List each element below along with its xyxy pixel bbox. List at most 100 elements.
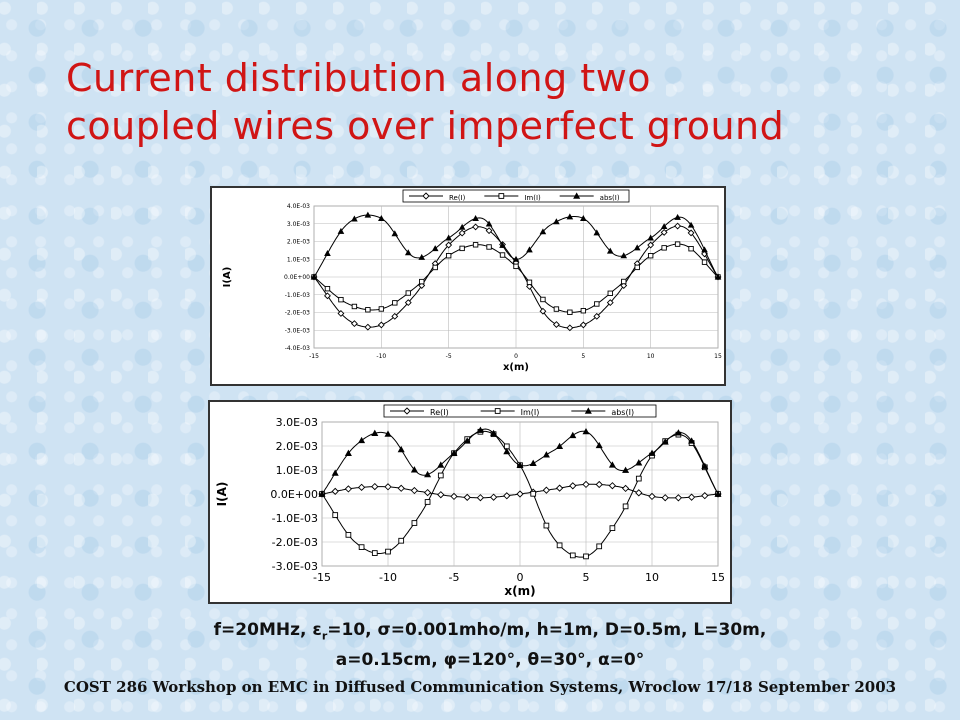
parameters-line-1: f=20MHz, εr=10, σ=0.001mho/m, h=1m, D=0.… [120, 618, 860, 648]
y-tick-label: -2.0E-03 [272, 536, 318, 549]
params-sub: r [321, 629, 328, 643]
data-point [526, 279, 533, 286]
data-point [596, 543, 603, 550]
data-point [620, 252, 628, 259]
data-point [553, 218, 560, 225]
legend: Re(I) Im(I) abs(I) [402, 189, 630, 203]
legend-label: Re(I) [449, 194, 466, 202]
data-point [350, 320, 358, 328]
data-point [633, 244, 641, 251]
data-point [445, 241, 453, 249]
parameters-line-2: a=0.15cm, φ=120°, θ=30°, α=0° [335, 650, 645, 671]
data-point [516, 461, 524, 468]
data-point [419, 278, 425, 285]
data-point [364, 211, 372, 218]
data-point [445, 234, 452, 241]
data-point [378, 306, 385, 312]
parameters-caption: f=20MHz, εr=10, σ=0.001mho/m, h=1m, D=0.… [120, 618, 860, 672]
data-point [450, 449, 458, 456]
data-point [397, 445, 405, 453]
data-point [606, 247, 614, 254]
x-axis-label: x(m) [504, 584, 535, 598]
data-point [424, 499, 431, 505]
data-point [635, 459, 643, 466]
data-point [529, 459, 537, 466]
data-point [714, 490, 722, 497]
data-point [358, 544, 365, 550]
legend: Re(I) Im(I) abs(I) [383, 404, 657, 418]
legend-label: Im(I) [524, 194, 541, 202]
data-point [661, 494, 669, 502]
title-line-1: Current distribution along two [66, 56, 652, 100]
data-point [634, 264, 640, 271]
legend-label: abs(I) [600, 194, 620, 202]
data-point [489, 493, 498, 501]
legend-label: abs(I) [611, 408, 634, 417]
legend-label: Re(I) [430, 408, 449, 417]
data-point [410, 466, 418, 473]
data-point [688, 246, 694, 252]
legend-marker [573, 192, 581, 199]
data-point [459, 245, 465, 252]
data-point [472, 215, 479, 222]
data-point [472, 223, 480, 231]
data-point [569, 431, 577, 439]
data-point [609, 525, 616, 531]
x-tick-label: 15 [711, 571, 725, 584]
data-point [324, 292, 331, 300]
footer-text: COST 286 Workshop on EMC in Diffused Com… [63, 678, 897, 696]
data-point [621, 278, 627, 285]
data-point [351, 215, 358, 222]
data-point [580, 308, 587, 314]
params-text-a: f=20MHz, ε [213, 620, 322, 640]
data-point [542, 451, 550, 458]
data-point [338, 296, 344, 303]
data-point [661, 245, 667, 251]
data-point [503, 492, 511, 500]
data-point [606, 299, 614, 307]
data-point [647, 234, 654, 241]
series-markers-Im(I) [311, 241, 721, 315]
data-point [476, 494, 485, 502]
data-point [647, 253, 654, 259]
data-point [384, 483, 392, 491]
series-markers-Re(I) [318, 480, 722, 502]
legend-marker [498, 193, 505, 199]
data-point [608, 461, 616, 468]
x-tick-label: 0 [517, 571, 524, 584]
data-point [503, 447, 511, 455]
y-axis-label: I(A) [215, 482, 229, 507]
data-point [552, 321, 560, 328]
data-point [635, 489, 643, 497]
x-tick-label: 10 [647, 353, 655, 360]
y-tick-label: -3.0E-03 [272, 560, 318, 573]
data-point [490, 429, 498, 437]
x-tick-label: 0 [514, 353, 518, 360]
data-point [714, 273, 722, 280]
legend-marker [584, 407, 592, 414]
data-point [405, 290, 411, 296]
y-tick-label: 3.0E-03 [276, 416, 318, 429]
data-point [358, 436, 366, 444]
legend-marker [403, 407, 411, 415]
data-point [485, 227, 493, 235]
data-point [499, 252, 506, 258]
data-point [582, 480, 590, 489]
data-point [648, 492, 656, 501]
data-point [526, 246, 533, 253]
data-point [378, 215, 385, 221]
data-point [344, 449, 352, 456]
data-point [701, 246, 708, 253]
data-point [351, 303, 358, 310]
data-point [432, 264, 438, 271]
slide-title: Current distribution along two coupled w… [66, 54, 926, 150]
data-point [556, 442, 564, 450]
data-point [463, 493, 471, 502]
data-point [543, 522, 550, 529]
data-point [661, 438, 669, 445]
data-point [583, 553, 589, 560]
data-point [371, 429, 379, 436]
data-point [556, 542, 563, 549]
data-point [404, 249, 412, 256]
y-tick-label: 1.0E-03 [276, 464, 318, 477]
